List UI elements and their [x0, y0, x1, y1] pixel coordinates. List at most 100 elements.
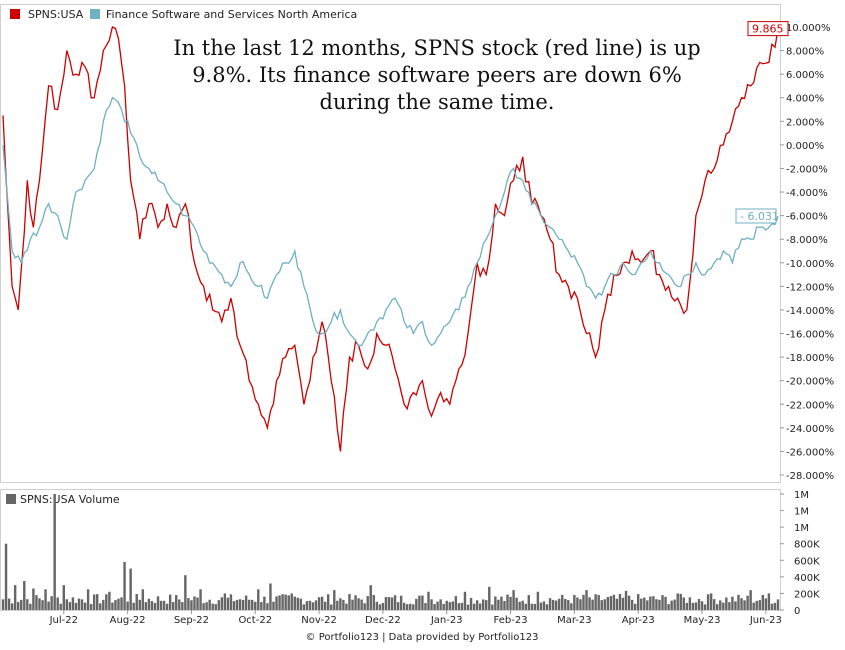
volume-tick-label: 200K	[794, 589, 820, 600]
volume-bar	[427, 591, 430, 610]
volume-bar	[10, 603, 14, 610]
volume-bar	[548, 598, 552, 610]
volume-bar	[247, 599, 251, 610]
volume-bar	[521, 600, 524, 610]
volume-bar	[214, 604, 217, 610]
x-tick-label: Jul-22	[49, 615, 78, 626]
volume-bar	[144, 602, 148, 610]
volume-bar	[567, 600, 570, 610]
volume-bar	[257, 589, 260, 610]
volume-bar	[342, 599, 345, 610]
volume-bars	[1, 494, 780, 610]
volume-bar	[576, 597, 579, 610]
volume-bar	[38, 598, 41, 610]
volume-bar	[363, 603, 366, 610]
volume-bar	[494, 596, 497, 610]
volume-bar	[196, 597, 199, 610]
volume-bar	[71, 597, 75, 610]
volume-bar	[366, 596, 369, 610]
volume-bar	[226, 597, 230, 610]
volume-tick-label: 1M	[794, 490, 809, 501]
y-tick-label: 6.000%	[786, 70, 824, 81]
volume-bar	[688, 597, 692, 610]
volume-bar	[709, 593, 713, 610]
volume-bar	[418, 595, 421, 610]
volume-bar	[630, 599, 634, 610]
volume-bar	[80, 599, 84, 610]
volume-bar	[65, 599, 69, 610]
volume-bar	[460, 602, 464, 610]
x-tick-label: Dec-22	[365, 615, 401, 626]
y-tick-label: -6.000%	[786, 212, 828, 223]
volume-bar	[171, 602, 175, 610]
volume-bar	[387, 597, 391, 610]
volume-bar	[615, 598, 619, 610]
volume-bar	[564, 598, 567, 610]
volume-bar	[278, 595, 281, 610]
y-tick-label: -24.000%	[786, 424, 834, 435]
volume-bar	[618, 593, 622, 610]
volume-bar	[764, 598, 768, 610]
volume-bar	[475, 600, 479, 610]
volume-bar	[716, 604, 719, 610]
volume-bar	[658, 599, 661, 610]
volume-bar	[244, 595, 248, 610]
volume-bar	[409, 603, 412, 610]
volume-bar	[381, 602, 385, 610]
volume-bar	[132, 602, 135, 610]
volume-bar	[545, 604, 549, 610]
volume-bar	[472, 603, 476, 610]
volume-bar	[594, 594, 597, 610]
volume-tick-label: 600K	[794, 556, 820, 567]
end-labels: 9.865 - 6.031	[735, 21, 789, 224]
volume-bar	[624, 590, 628, 610]
x-tick-label: Apr-23	[622, 615, 655, 626]
volume-bar	[755, 600, 758, 610]
volume-bar	[354, 595, 357, 610]
volume-bar	[205, 602, 208, 610]
end-label-box-peers	[735, 208, 777, 224]
x-tick-label: Mar-23	[557, 615, 592, 626]
volume-bar	[445, 600, 448, 610]
volume-bar	[305, 601, 309, 610]
series-lines	[2, 26, 779, 452]
volume-bar	[360, 599, 363, 610]
x-axis: Jul-22 Aug-22 Sep-22 Oct-22 Nov-22 Dec-22 Jan-…	[49, 610, 782, 626]
volume-bar	[336, 600, 339, 610]
volume-bar	[582, 594, 585, 610]
y-tick-label: 4.000%	[786, 94, 824, 105]
volume-tick-label: 1M	[794, 507, 809, 518]
volume-bar	[220, 597, 224, 610]
legend-swatch-volume	[6, 494, 16, 504]
volume-bar	[150, 601, 154, 610]
volume-bar	[141, 589, 145, 610]
volume-bar	[643, 597, 646, 610]
volume-bar	[4, 543, 8, 610]
volume-bar	[430, 599, 433, 610]
volume-bar	[114, 600, 117, 610]
volume-bar	[74, 602, 78, 610]
volume-bar	[512, 590, 515, 610]
volume-bar	[503, 600, 506, 610]
volume-bar	[421, 595, 424, 610]
volume-bar	[478, 603, 482, 610]
volume-bar	[396, 602, 400, 610]
volume-bar	[153, 602, 157, 610]
volume-bar	[636, 594, 640, 610]
volume-bar	[773, 602, 777, 610]
volume-bar	[56, 597, 59, 610]
volume-bar	[241, 599, 245, 610]
volume-bar	[749, 590, 752, 610]
volume-bar	[554, 600, 558, 610]
volume-bar	[235, 599, 239, 610]
volume-bar	[68, 602, 72, 610]
volume-bar	[640, 598, 643, 610]
volume-bar	[740, 598, 743, 610]
volume-bar	[661, 595, 664, 610]
main-plot-frame	[0, 4, 781, 483]
volume-bar	[612, 594, 616, 610]
volume-tick-label: 0	[794, 606, 800, 617]
volume-bar	[600, 600, 603, 610]
volume-bar	[284, 594, 287, 610]
